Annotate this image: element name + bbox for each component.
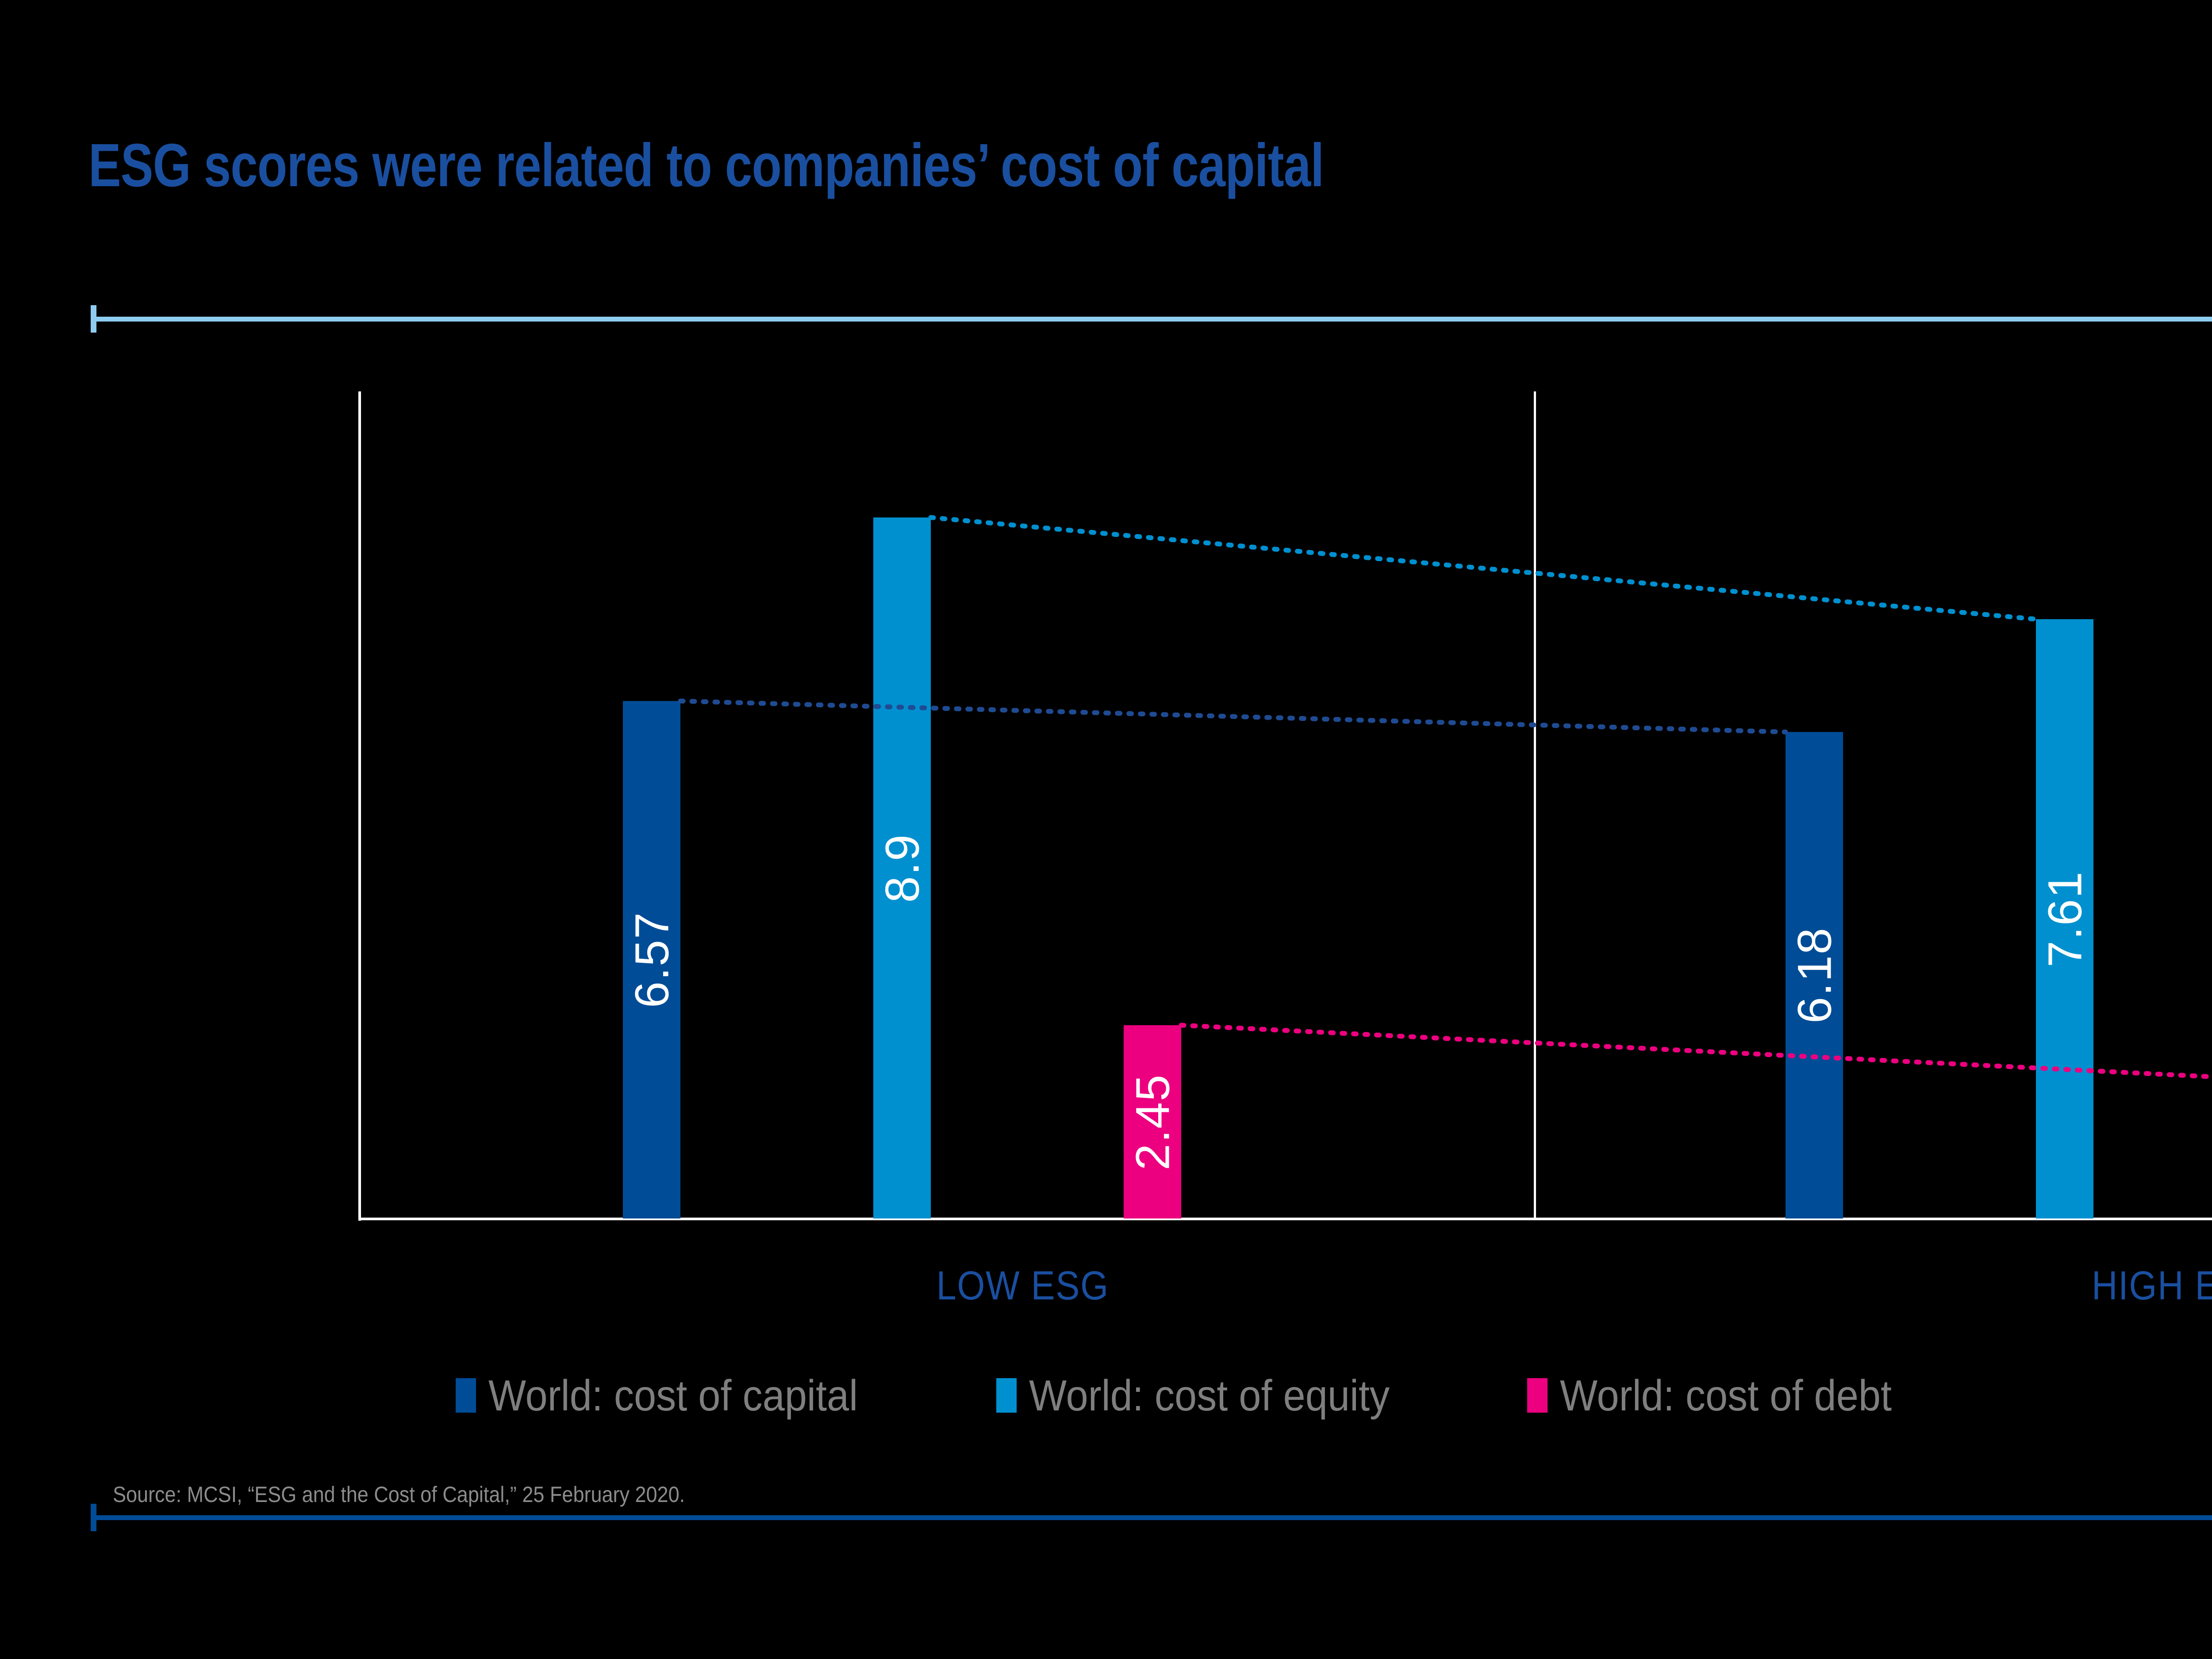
page-title: ESG scores were related to companies’ co… [88, 131, 1324, 199]
chart-bars: 6.57 8.9 2.45 6.18 7.61 1.75 [0, 391, 2212, 1218]
legend-item-cost-of-equity[interactable]: World: cost of equity [996, 1371, 1421, 1421]
legend-label: World: cost of debt [1559, 1371, 1892, 1420]
divider-top-line [91, 317, 2212, 322]
chart-axis-left [358, 391, 361, 1221]
bar-value-label: 7.61 [2038, 870, 2092, 967]
divider-top [91, 305, 2212, 333]
category-label-high-esg: HIGH ESG [2091, 1263, 2212, 1308]
divider-bottom [91, 1504, 2212, 1531]
legend-label: World: cost of equity [1029, 1371, 1390, 1420]
legend-swatch-icon [456, 1378, 476, 1413]
chart-category-separator [1534, 391, 1536, 1218]
legend-item-cost-of-capital[interactable]: World: cost of capital [456, 1371, 890, 1421]
bar-low-cost-of-capital[interactable]: 6.57 [623, 701, 680, 1218]
bar-low-cost-of-debt[interactable]: 2.45 [1124, 1025, 1181, 1218]
bar-low-cost-of-equity[interactable]: 8.9 [873, 517, 931, 1218]
bar-value-label: 8.9 [875, 833, 929, 903]
bar-value-label: 6.18 [1787, 927, 1841, 1024]
bar-value-label: 2.45 [1125, 1073, 1179, 1170]
bar-high-cost-of-equity[interactable]: 7.61 [2036, 619, 2093, 1218]
chart-legend: World: cost of capital World: cost of eq… [456, 1362, 2212, 1429]
bar-high-cost-of-capital[interactable]: 6.18 [1786, 732, 1843, 1218]
category-label-low-esg: LOW ESG [936, 1263, 1109, 1308]
chart-axis-bottom [358, 1218, 2212, 1220]
legend-label: World: cost of capital [488, 1371, 858, 1420]
divider-bottom-line [91, 1515, 2212, 1520]
source-note: Source: MCSI, “ESG and the Cost of Capit… [113, 1482, 685, 1507]
legend-swatch-icon [1527, 1378, 1548, 1413]
legend-item-cost-of-debt[interactable]: World: cost of debt [1527, 1371, 1920, 1421]
legend-swatch-icon [996, 1378, 1017, 1413]
bar-value-label: 6.57 [625, 911, 679, 1008]
